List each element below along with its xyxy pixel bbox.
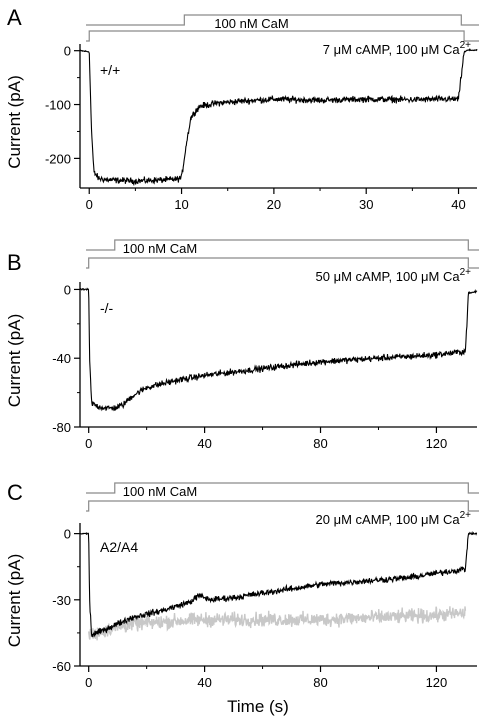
stimulus-label-1: 100 nM CaM [214, 16, 288, 31]
stimulus-label-1: 100 nM CaM [123, 484, 197, 499]
panel-letter: C [7, 480, 23, 505]
panel-inner-label: -/- [100, 300, 114, 316]
x-tick-label: 40 [197, 675, 211, 690]
y-axis-label: Current (pA) [5, 314, 24, 408]
y-tick-label: 0 [64, 44, 71, 59]
stimulus-bar-2 [86, 500, 479, 512]
stimulus-label-2: 20 μM cAMP, 100 μM Ca2+ [316, 510, 472, 527]
x-tick-label: 0 [85, 436, 92, 451]
x-axis-label: Time (s) [227, 697, 289, 716]
y-tick-label: -40 [52, 351, 71, 366]
series-trace-1 [88, 606, 467, 641]
stimulus-label-1: 100 nM CaM [123, 241, 197, 256]
y-tick-label: -60 [52, 659, 71, 674]
y-tick-label: 0 [64, 527, 71, 542]
stimulus-bar-1 [86, 14, 479, 26]
panel-B: B 100 nM CaM 50 μM cAMP, 100 μM Ca2+ 0 -40 -8… [5, 239, 479, 451]
x-tick-label: 80 [313, 675, 327, 690]
panel-letter: B [7, 250, 22, 275]
x-tick-label: 120 [426, 436, 448, 451]
series-trace-1 [79, 47, 478, 187]
y-tick-label: 0 [64, 282, 71, 297]
stimulus-bar-2 [86, 30, 479, 42]
x-tick-label: 120 [426, 675, 448, 690]
y-tick-label: -30 [52, 593, 71, 608]
y-tick-label: -80 [52, 420, 71, 435]
y-tick-label: -100 [45, 98, 71, 113]
x-tick-label: 40 [451, 197, 465, 212]
y-axis-label: Current (pA) [5, 75, 24, 169]
x-tick-label: 0 [85, 675, 92, 690]
stimulus-label-2: 7 μM cAMP, 100 μM Ca2+ [323, 40, 471, 57]
y-axis-label: Current (pA) [5, 554, 24, 648]
stimulus-bar-2 [86, 257, 479, 269]
stimulus-bar-1 [86, 482, 479, 494]
panel-inner-label: +/+ [100, 62, 120, 78]
x-tick-label: 30 [359, 197, 373, 212]
panel-C: C 100 nM CaM 20 μM cAMP, 100 μM Ca2+ 0 -30 -6… [5, 480, 479, 690]
panel-inner-label: A2/A4 [100, 539, 138, 555]
series-trace-1 [79, 287, 478, 412]
panel-letter: A [7, 5, 22, 30]
x-tick-label: 20 [267, 197, 281, 212]
x-tick-label: 80 [313, 436, 327, 451]
y-tick-label: -200 [45, 151, 71, 166]
series-trace-2 [80, 531, 478, 638]
stimulus-label-2: 50 μM cAMP, 100 μM Ca2+ [316, 267, 472, 284]
stimulus-bar-1 [86, 239, 479, 251]
panel-A: A 100 nM CaM 7 μM cAMP, 100 μM Ca2+ 0 -100 -2… [5, 5, 479, 212]
x-tick-label: 0 [86, 197, 93, 212]
x-tick-label: 40 [197, 436, 211, 451]
x-tick-label: 10 [174, 197, 188, 212]
